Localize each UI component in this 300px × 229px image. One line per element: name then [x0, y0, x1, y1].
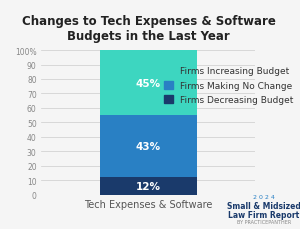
Text: 2 0 2 4: 2 0 2 4	[253, 194, 275, 199]
Bar	[100, 177, 196, 195]
Text: Law Firm Report: Law Firm Report	[228, 210, 300, 219]
Text: 43%: 43%	[136, 142, 161, 152]
Title: Changes to Tech Expenses & Software
Budgets in the Last Year: Changes to Tech Expenses & Software Budg…	[22, 15, 275, 43]
Text: Small & Midsized: Small & Midsized	[227, 202, 300, 211]
Text: 12%: 12%	[136, 181, 161, 191]
Legend: Firms Increasing Budget, Firms Making No Change, Firms Decreasing Budget: Firms Increasing Budget, Firms Making No…	[164, 67, 293, 105]
Bar	[100, 116, 196, 177]
Bar	[100, 51, 196, 116]
Text: 45%: 45%	[136, 78, 161, 88]
Text: BY PRACTICEPANTHER: BY PRACTICEPANTHER	[237, 219, 291, 224]
